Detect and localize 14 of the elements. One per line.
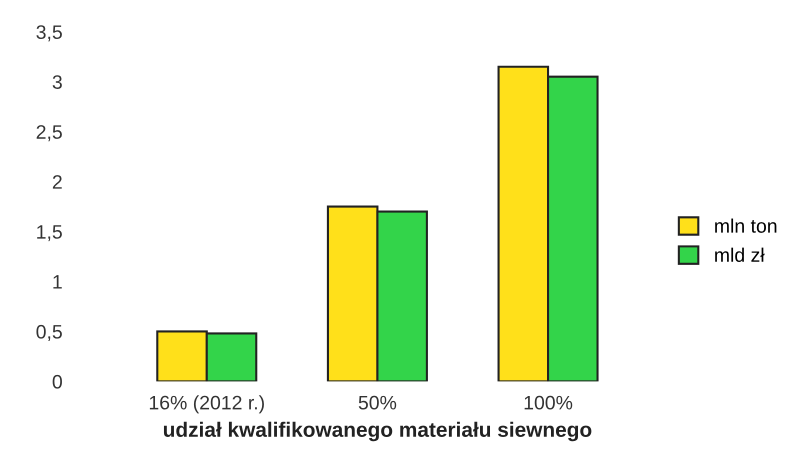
y-tick-label: 3,5 — [36, 25, 62, 42]
y-tick-label: 1 — [53, 275, 62, 289]
x-tick-label: 16% (2012 r.) — [150, 395, 264, 414]
x-tick-label: 50% — [358, 396, 396, 410]
y-tick-label: 1,5 — [37, 225, 62, 242]
y-tick-label: 0,5 — [36, 324, 62, 341]
legend-label: mln ton — [715, 218, 776, 233]
y-tick-label: 0 — [52, 374, 62, 389]
y-tick-label: 2,5 — [36, 125, 62, 142]
x-tick-label: 100% — [524, 396, 572, 410]
y-tick-label: 3 — [52, 75, 62, 89]
x-axis-title: udział kwalifikowanego materiału siewnego — [164, 422, 592, 442]
legend-label: mld zł — [715, 248, 765, 262]
y-tick-label: 2 — [52, 175, 62, 189]
